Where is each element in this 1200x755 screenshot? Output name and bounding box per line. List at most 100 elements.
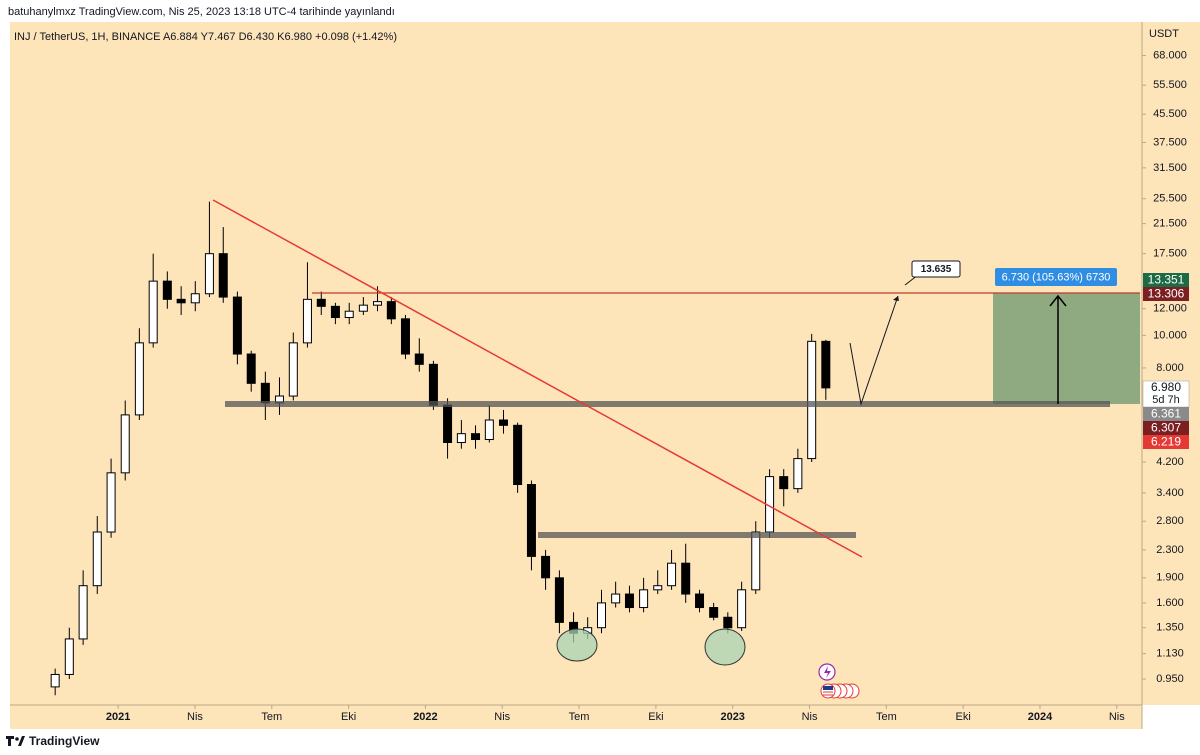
x-tick-label: Nis	[802, 711, 818, 723]
y-tick-label: 17.500	[1153, 248, 1187, 260]
x-tick-label: 2021	[106, 711, 130, 723]
candle-body	[316, 298, 326, 307]
candle-body	[428, 363, 438, 406]
x-tick-label: 2022	[413, 711, 437, 723]
y-tick-label: 10.000	[1153, 329, 1187, 341]
price-label-bg	[1142, 380, 1190, 408]
candle-body	[513, 424, 523, 486]
logo-part	[15, 737, 19, 741]
y-tick-label: 1.600	[1156, 597, 1184, 609]
x-tick-label: Eki	[341, 711, 356, 723]
x-tick-label: Nis	[494, 711, 510, 723]
candle-body	[344, 310, 354, 319]
x-tick-label: Tem	[261, 711, 282, 723]
candle-body	[218, 253, 228, 298]
candle-body	[288, 342, 298, 397]
x-tick-label: 2023	[720, 711, 744, 723]
price-label: 6.307	[1151, 421, 1181, 435]
drawings: 13.635 6.730 (105.63%) 6730	[212, 199, 1140, 699]
y-tick-label: 1.900	[1156, 572, 1184, 584]
y-tick-label: 21.500	[1153, 218, 1187, 230]
price-label: 6.361	[1151, 407, 1181, 421]
candle-body	[134, 342, 144, 416]
candle-body	[162, 280, 172, 300]
measure-label: 6.730 (105.63%) 6730	[1002, 271, 1111, 283]
candle-body	[751, 531, 761, 591]
candle-body	[471, 433, 481, 441]
candle-body	[373, 301, 383, 306]
y-tick-label: 1.130	[1156, 648, 1184, 660]
x-tick-label: Tem	[569, 711, 590, 723]
candle-body	[723, 616, 733, 629]
callout-label: 13.635	[921, 264, 952, 275]
y-tick-label: 68.000	[1153, 49, 1187, 61]
legend-title: INJ / TetherUS, 1H, BINANCE A6.884 Y7.46…	[14, 31, 397, 43]
candle-body	[639, 589, 649, 609]
candle-body	[554, 577, 564, 623]
candle-body	[232, 296, 242, 355]
price-label: 6.219	[1151, 435, 1181, 449]
flag-icon-canton	[823, 686, 833, 690]
y-tick-label: 55.500	[1153, 79, 1187, 91]
candle-body	[624, 593, 634, 609]
candle-body	[92, 531, 102, 587]
candle-body	[414, 353, 424, 365]
candle-body	[400, 318, 410, 355]
candle-body	[498, 419, 508, 426]
candle-body	[386, 301, 396, 320]
candle-body	[330, 305, 340, 319]
callout-box	[911, 260, 961, 278]
candle-body	[78, 585, 88, 640]
candle-body	[190, 293, 200, 304]
price-label-bg	[1143, 407, 1189, 421]
candle-body	[821, 340, 831, 389]
currency: USDT	[1149, 28, 1179, 40]
y-tick-label: 4.200	[1156, 456, 1184, 468]
price-label-bg	[1143, 421, 1189, 435]
candle-body	[50, 673, 60, 688]
x-tick-label: Eki	[648, 711, 663, 723]
flag-icons	[820, 683, 860, 699]
projection-path	[849, 295, 899, 406]
candle-body	[695, 593, 705, 609]
x-tick-label: Nis	[1109, 711, 1125, 723]
price-labels: 13.351 13.306 6.980 5d 7h 6.361 6.307 6.…	[1142, 273, 1190, 449]
candle-body	[120, 414, 130, 474]
candle-body	[709, 607, 719, 618]
candle-body	[807, 340, 817, 460]
candle-body	[204, 253, 214, 295]
y-tick-label: 1.350	[1156, 622, 1184, 634]
y-tick-label: 37.500	[1153, 136, 1187, 148]
price-label: 6.980	[1151, 380, 1181, 394]
y-tick-label: 12.000	[1153, 303, 1187, 315]
candle-body	[737, 589, 747, 629]
logo-part	[18, 736, 25, 746]
plot-area	[10, 22, 1142, 705]
countdown-label: 5d 7h	[1152, 394, 1180, 406]
price-axis-area	[1142, 22, 1200, 705]
header: batuhanylmxz TradingView.com, Nis 25, 20…	[8, 6, 395, 18]
bottom-circle	[704, 628, 746, 666]
y-tick-label: 25.500	[1153, 193, 1187, 205]
candle-body	[246, 353, 256, 384]
candle-body	[681, 562, 691, 595]
x-tick-label: Nis	[187, 711, 203, 723]
price-label: 13.351	[1148, 273, 1185, 287]
candle-body	[64, 638, 74, 675]
price-label-bg	[1143, 435, 1189, 449]
logo-part	[8, 736, 11, 746]
x-tick-label: 2024	[1028, 711, 1053, 723]
y-tick-label: 31.500	[1153, 162, 1187, 174]
candle-body	[302, 298, 312, 344]
target-arrowhead	[1049, 294, 1067, 307]
y-tick-label: 2.300	[1156, 544, 1184, 556]
y-tick-label: 45.500	[1153, 108, 1187, 120]
time-axis-area	[10, 705, 1142, 729]
y-tick-label: 0.950	[1156, 673, 1184, 685]
footer-logo	[6, 736, 25, 746]
trend-line	[212, 199, 863, 558]
bottom-circle	[556, 628, 598, 662]
candle-body	[611, 593, 621, 604]
